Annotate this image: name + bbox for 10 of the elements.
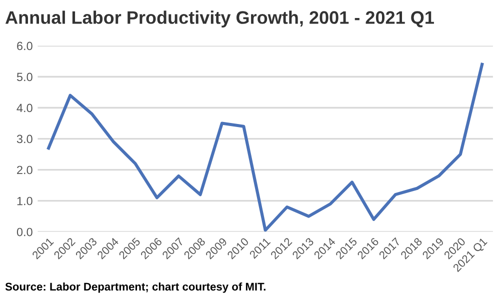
y-tick-label: 5.0 xyxy=(16,72,32,82)
y-tick-label: 2.0 xyxy=(17,166,32,174)
y-tick-label: 0.0 xyxy=(16,228,32,236)
y-tick-label: 6.0 xyxy=(17,42,32,50)
line-series xyxy=(47,62,484,232)
y-tick-label: 1.0 xyxy=(17,196,32,206)
y-tick-label: 3.0 xyxy=(16,134,32,144)
source-note: Source: Labor Department; chart courtesy of MIT. xyxy=(5,282,266,293)
y-tick-label: 4.0 xyxy=(16,104,32,112)
chart-title: Annual Labor Productivity Growth, 2001 - 2021 Q1 xyxy=(5,10,434,28)
